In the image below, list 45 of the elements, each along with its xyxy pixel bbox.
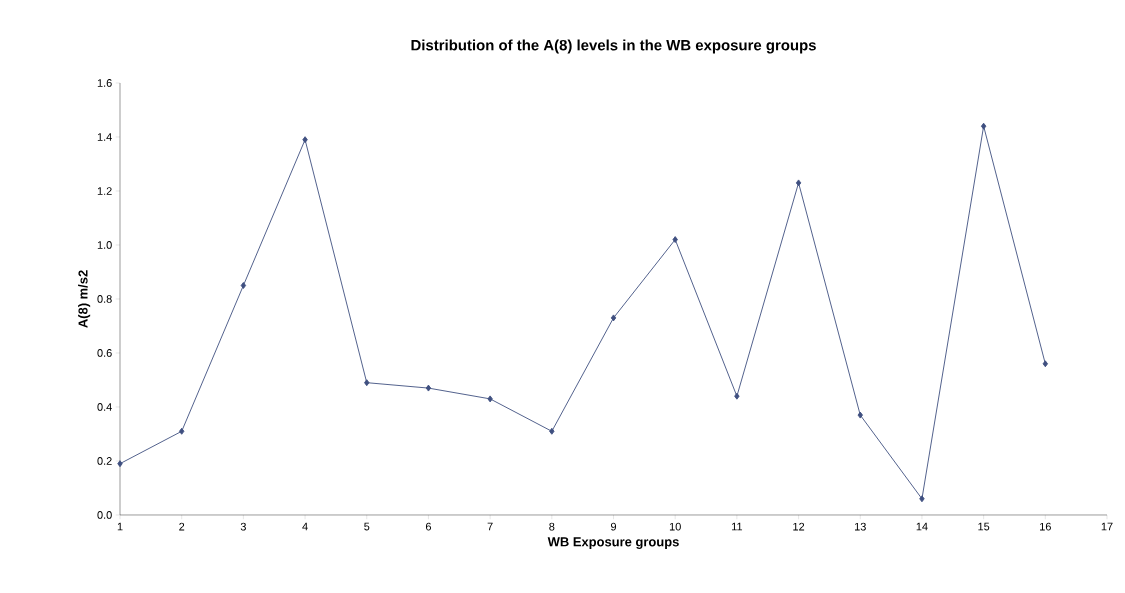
x-tick-label: 4	[302, 522, 308, 531]
point	[1042, 360, 1049, 368]
x-tick-label: 11	[732, 522, 743, 531]
point	[610, 314, 617, 322]
x-tick-label: 7	[487, 522, 493, 531]
y-tick-label: 0.8	[97, 295, 112, 303]
x-tick-label: 12	[793, 522, 805, 531]
point	[117, 460, 123, 468]
x-tick-label: 16	[1040, 522, 1051, 531]
x-tick-label: 8	[549, 522, 555, 531]
x-tick-label: 2	[179, 522, 185, 531]
point	[425, 384, 432, 392]
x-tick-label: 5	[364, 522, 370, 531]
point	[487, 395, 493, 403]
x-tick-label: 10	[669, 522, 681, 531]
x-tick-label: 6	[425, 522, 432, 531]
chart-title: Distribution of the A(8) levels in the WB exposure groups	[411, 39, 816, 54]
x-tick-label: 3	[240, 522, 246, 531]
point	[302, 136, 308, 144]
y-tick-label: 1.6	[97, 79, 112, 87]
point	[734, 392, 740, 400]
x-tick-label: 14	[916, 522, 928, 531]
y-tick-label: 0.6	[97, 349, 112, 357]
x-axis-title: WB Exposure groups	[547, 537, 679, 550]
x-tick-label: 1	[117, 522, 123, 531]
y-tick-label: 1.2	[97, 187, 112, 195]
y-tick-label: 0.0	[97, 511, 112, 519]
y-tick-label: 0.4	[97, 403, 112, 411]
y-axis-title: A(8) m/s2	[78, 270, 91, 328]
x-tick-label: 17	[1101, 522, 1113, 531]
y-tick-label: 0.2	[97, 457, 112, 465]
point	[980, 122, 987, 130]
x-tick-label: 9	[610, 522, 617, 531]
point	[549, 427, 555, 435]
point	[179, 427, 185, 435]
point	[795, 179, 802, 187]
x-tick-label: 15	[978, 522, 990, 531]
point	[857, 411, 863, 419]
y-tick-label: 1.0	[97, 241, 112, 249]
point	[364, 379, 370, 387]
point	[919, 495, 925, 503]
point	[240, 282, 247, 289]
point	[672, 236, 678, 244]
x-tick-label: 13	[855, 522, 866, 531]
y-tick-label: 1.4	[97, 133, 112, 141]
